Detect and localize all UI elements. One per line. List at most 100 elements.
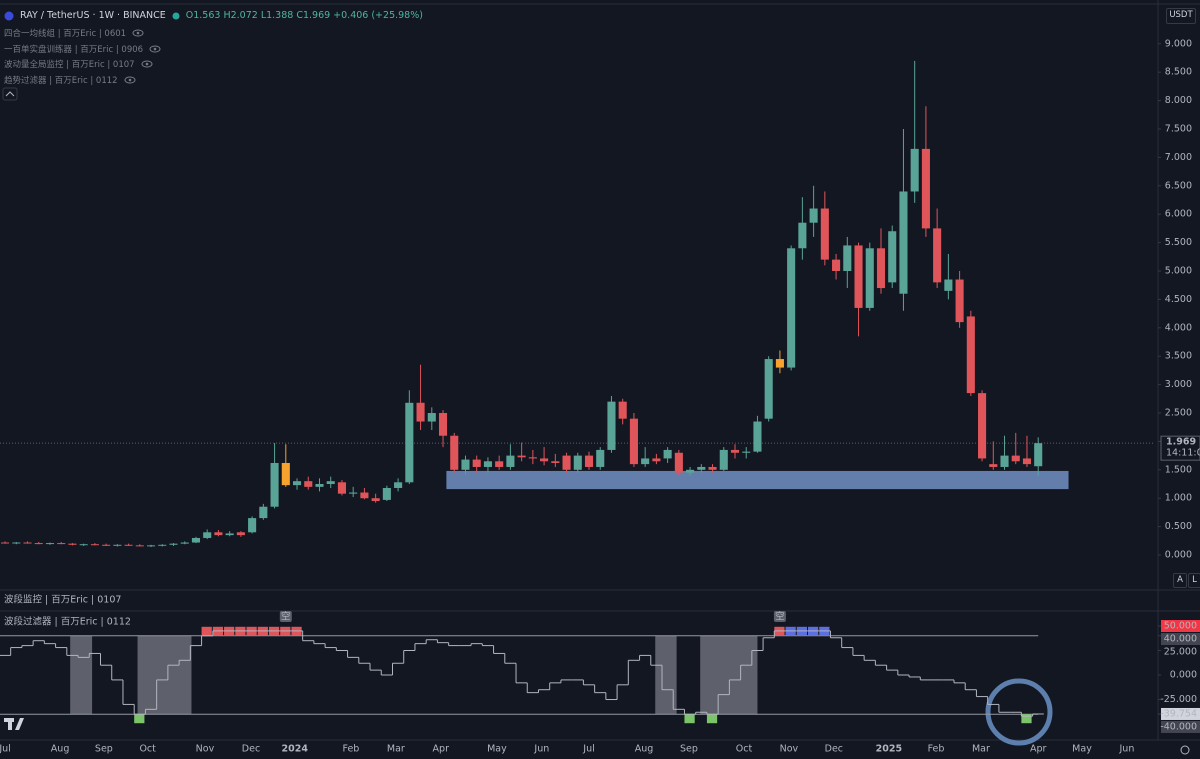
candle-body: [34, 543, 43, 545]
collapse-button[interactable]: [2, 87, 18, 101]
x-tick-label: Mar: [972, 744, 990, 755]
y-tick-label: 5.500: [1165, 237, 1192, 248]
y-tick-label: 3.500: [1165, 351, 1192, 362]
x-tick-label: May: [487, 744, 507, 755]
eye-icon[interactable]: [124, 76, 136, 84]
indicator[interactable]: 一百单实盘训练器 | 百万Eric | 0906: [4, 43, 161, 55]
candle-body: [79, 544, 88, 546]
y-tick-label: 6.000: [1165, 209, 1192, 220]
candle-body: [708, 466, 717, 470]
tick-box: [1161, 720, 1200, 733]
candle-body: [1, 542, 10, 544]
x-tick-label: Jul: [582, 744, 594, 755]
candle-body: [674, 452, 683, 473]
candle-body: [573, 455, 582, 470]
candle-body: [147, 545, 156, 547]
candle-body: [888, 231, 897, 283]
candle-body: [405, 402, 414, 483]
candle-body: [292, 481, 302, 486]
collapse-icon: [5, 91, 15, 97]
y-tick-label: 0.000: [1165, 550, 1192, 561]
x-tick-label: Aug: [51, 744, 70, 755]
candle-body: [899, 191, 908, 294]
logo: [4, 718, 24, 730]
candle-body: [158, 544, 167, 546]
price-tag: [1160, 435, 1200, 461]
candle-body: [652, 458, 661, 462]
x-tick-label: Jun: [1119, 744, 1135, 755]
tick-box: [1161, 619, 1200, 632]
candle-body: [978, 393, 987, 459]
candle-body: [23, 542, 32, 544]
candle-body: [910, 148, 919, 192]
eye-icon[interactable]: [141, 60, 153, 68]
candle-body: [248, 518, 257, 533]
y-tick-label: -39.754: [1160, 708, 1197, 719]
y-tick-label: -25.000: [1160, 694, 1197, 705]
auto-button[interactable]: A: [1173, 573, 1187, 588]
y-tick-label: 7.500: [1165, 123, 1192, 134]
x-tick-label: Apr: [433, 744, 450, 755]
signal-bar: [201, 626, 212, 636]
x-tick-label: Feb: [343, 744, 360, 755]
countdown: 14:11:09: [1166, 448, 1200, 459]
price-tag-value: 1.969: [1166, 437, 1196, 448]
candle-body: [775, 359, 784, 368]
candle-body: [57, 543, 66, 545]
tick-box: [1161, 707, 1200, 720]
support-zone: [446, 470, 1069, 490]
log-button[interactable]: L: [1188, 573, 1200, 588]
candle-body: [921, 148, 930, 229]
candle-body: [686, 469, 695, 473]
indicator[interactable]: 四合一均线组 | 百万Eric | 0601: [4, 27, 144, 39]
candle-body: [68, 543, 77, 545]
indicator[interactable]: 趋势过滤器 | 百万Eric | 0112: [4, 74, 136, 86]
y-tick-label: 50.000: [1164, 620, 1197, 631]
candle-body: [270, 462, 279, 507]
candle-body: [483, 461, 492, 467]
candle-body: [854, 245, 863, 308]
candle-body: [495, 461, 504, 467]
eye-icon[interactable]: [149, 45, 161, 53]
y-tick-label: 25.000: [1164, 646, 1197, 657]
candle-body: [349, 492, 358, 494]
candle-body: [472, 459, 481, 467]
candle-body: [326, 481, 335, 485]
candle-body: [944, 279, 953, 291]
candle-body: [337, 482, 346, 494]
y-tick-label: 9.000: [1165, 38, 1192, 49]
candle-body: [1000, 455, 1009, 467]
currency-button[interactable]: USDT: [1166, 8, 1196, 24]
candle-body: [135, 545, 144, 547]
candle-body: [809, 208, 818, 223]
candle-body: [584, 455, 594, 467]
settings-icon[interactable]: [1180, 745, 1190, 755]
x-tick-label: Oct: [736, 744, 753, 755]
candle-body: [382, 487, 391, 500]
y-tick-label: 3.000: [1165, 379, 1192, 390]
symbol[interactable]: RAY / TetherUS · 1W · BINANCE: [20, 10, 166, 21]
indicator[interactable]: 波动量全局监控 | 百万Eric | 0107: [4, 58, 153, 70]
candle-body: [742, 451, 751, 453]
header: RAY / TetherUS · 1W · BINANCE O1.563 H2.…: [4, 10, 423, 21]
candle-body: [641, 458, 650, 465]
x-tick-label: Sep: [680, 744, 698, 755]
pane-label: 波段监控 | 百万Eric | 0107: [4, 594, 121, 606]
candle-body: [798, 222, 807, 249]
candle-body: [562, 455, 571, 470]
candle-body: [764, 359, 773, 419]
y-tick-label: 8.500: [1165, 67, 1192, 78]
candle-body: [371, 498, 380, 502]
y-tick-label: 4.000: [1165, 322, 1192, 333]
indicator-label: 一百单实盘训练器 | 百万Eric | 0906: [4, 44, 144, 55]
indicator-label: 四合一均线组 | 百万Eric | 0601: [4, 29, 127, 39]
signal-badge: [773, 611, 786, 622]
eye-icon[interactable]: [132, 29, 144, 37]
candle-body: [753, 421, 762, 452]
candle-body: [236, 532, 245, 536]
candle-body: [820, 208, 829, 260]
candle-body: [281, 462, 290, 486]
candle-body: [360, 492, 369, 499]
candle-body: [989, 464, 998, 467]
